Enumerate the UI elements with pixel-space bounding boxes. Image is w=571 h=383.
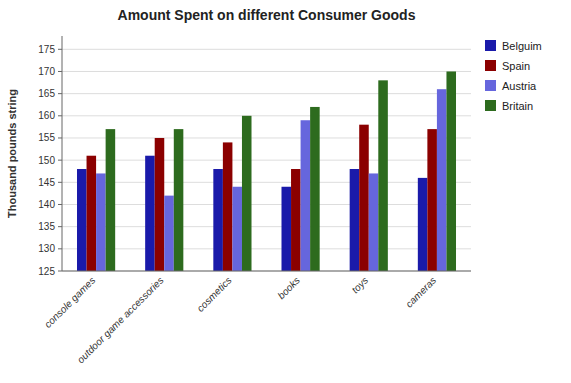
y-tick-label: 135 [38, 221, 55, 232]
y-tick-label: 130 [38, 243, 55, 254]
grid-line [62, 160, 471, 161]
bar [446, 71, 456, 271]
bar [418, 178, 428, 271]
bar [213, 169, 223, 271]
y-tick-label: 175 [38, 44, 55, 55]
bars [77, 71, 456, 271]
legend-label: Austria [502, 80, 537, 92]
x-tick-label: outdoor game accessories [75, 275, 166, 366]
y-tick [58, 137, 62, 138]
legend-label: Belguim [502, 40, 542, 52]
y-tick-label: 165 [38, 88, 55, 99]
y-tick [58, 226, 62, 227]
bar [369, 173, 379, 271]
bar [77, 169, 87, 271]
y-tick-label: 170 [38, 66, 55, 77]
bar [232, 187, 242, 271]
grid-line [62, 49, 471, 50]
x-tick-label: cosmetics [195, 275, 234, 314]
x-tick-label: toys [349, 275, 370, 296]
bar [164, 196, 174, 271]
x-tick-label: books [275, 275, 302, 302]
y-tick [58, 49, 62, 50]
y-tick [58, 115, 62, 116]
legend-swatch [485, 40, 496, 51]
y-tick [58, 182, 62, 183]
grid-line [62, 182, 471, 183]
bar [96, 173, 106, 271]
y-tick [58, 204, 62, 205]
bar [310, 107, 320, 271]
x-tick-label: cameras [403, 275, 438, 310]
x-tick-label: console games [42, 275, 97, 330]
legend-swatch [485, 100, 496, 111]
y-axis-line [62, 36, 63, 271]
y-tick-label: 140 [38, 199, 55, 210]
y-tick [58, 71, 62, 72]
y-tick [58, 93, 62, 94]
bar [106, 129, 116, 271]
grid-line [62, 115, 471, 116]
y-tick [58, 248, 62, 249]
y-tick-label: 125 [38, 266, 55, 277]
chart-svg: Amount Spent on different Consumer Goods… [0, 0, 571, 383]
y-tick-label: 145 [38, 177, 55, 188]
bar [87, 156, 97, 271]
bar [155, 138, 165, 271]
y-tick-label: 155 [38, 132, 55, 143]
chart-container: Amount Spent on different Consumer Goods… [0, 0, 571, 383]
bar [281, 187, 291, 271]
bar [242, 116, 252, 271]
y-tick [58, 160, 62, 161]
bar [437, 89, 447, 271]
bar [359, 125, 369, 271]
grid-line [62, 71, 471, 72]
legend-label: Spain [502, 60, 530, 72]
legend-swatch [485, 60, 496, 71]
bar [291, 169, 301, 271]
grid-line [62, 137, 471, 138]
y-axis-label: Thousand pounds string [6, 89, 18, 218]
legend-swatch [485, 80, 496, 91]
legend: Belguim Spain Austria Britain [485, 40, 542, 112]
legend-label: Britain [502, 100, 533, 112]
y-tick-label: 150 [38, 155, 55, 166]
y-tick-label: 160 [38, 110, 55, 121]
bar [427, 129, 437, 271]
grid [62, 49, 471, 271]
grid-line [62, 204, 471, 205]
grid-line [62, 226, 471, 227]
x-axis-line [62, 271, 471, 272]
bar [378, 80, 388, 271]
grid-line [62, 248, 471, 249]
y-tick [58, 271, 62, 272]
bar [350, 169, 360, 271]
grid-line [62, 93, 471, 94]
bar [145, 156, 155, 271]
bar [301, 120, 311, 271]
chart-title: Amount Spent on different Consumer Goods [118, 7, 416, 23]
grid-line [62, 271, 471, 272]
bar [223, 142, 233, 271]
bar [174, 129, 184, 271]
